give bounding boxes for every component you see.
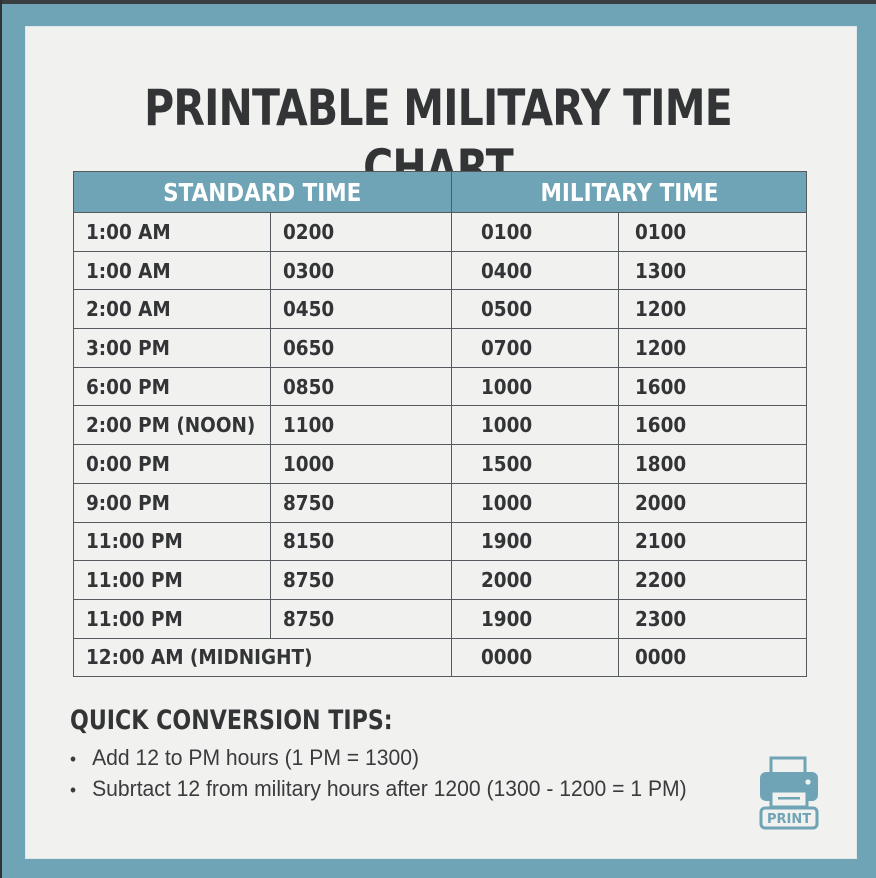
cell: 1300 xyxy=(618,250,807,291)
tips-heading: QUICK CONVERSION TIPS: xyxy=(70,705,393,736)
cell: 2000 xyxy=(618,482,807,523)
table-row: 2:00 PM (NOON) 1100 1000 1600 xyxy=(73,405,807,446)
cell: 9:00 PM xyxy=(73,482,271,523)
cell: 0850 xyxy=(269,366,453,407)
tip-item: • Subrtact 12 from military hours after 1… xyxy=(70,773,687,804)
bullet-icon: • xyxy=(70,749,77,769)
table-row: 1:00 AM 0200 0100 0100 xyxy=(73,212,807,252)
cell: 0450 xyxy=(269,289,453,330)
cell: 8150 xyxy=(269,521,453,562)
tips-list: • Add 12 to PM hours (1 PM = 1300) • Subrt… xyxy=(70,742,712,804)
table-row: 2:00 AM 0450 0500 1200 xyxy=(73,289,807,330)
cell: 1500 xyxy=(451,444,620,484)
cell: 1000 xyxy=(451,482,620,523)
cell: 0:00 PM xyxy=(73,444,271,484)
table-row: 9:00 PM 8750 1000 2000 xyxy=(73,482,807,523)
cell: 1000 xyxy=(451,366,620,407)
table-row-midnight: 12:00 AM (MIDNIGHT) 0000 0000 xyxy=(72,637,807,678)
table-row: 11:00 PM 8750 1900 2300 xyxy=(73,598,807,639)
cell: 1800 xyxy=(618,444,807,484)
table-row: 1:00 AM 0300 0400 1300 xyxy=(73,250,807,291)
table-row: 3:00 PM 0650 0700 1200 xyxy=(73,328,807,368)
table-row: 11:00 PM 8150 1900 2100 xyxy=(73,521,807,562)
cell: 1:00 AM xyxy=(73,250,271,291)
cell: 0000 xyxy=(618,637,807,678)
printer-icon: PRINT xyxy=(759,756,819,830)
cell: 6:00 PM xyxy=(73,366,271,407)
cell: 0300 xyxy=(269,250,453,291)
cell: 11:00 PM xyxy=(73,560,271,600)
cell: 2:00 AM xyxy=(73,289,271,330)
cell: 2100 xyxy=(618,521,807,562)
window-top-edge xyxy=(0,0,876,4)
cell: 2300 xyxy=(618,598,807,639)
bullet-icon: • xyxy=(70,780,77,800)
print-button[interactable]: PRINT xyxy=(757,756,821,830)
cell: 1000 xyxy=(269,444,453,484)
cell: 8750 xyxy=(269,560,453,600)
cell: 1200 xyxy=(618,289,807,330)
cell: 1:00 AM xyxy=(73,212,271,252)
cell: 0650 xyxy=(269,328,453,368)
cell: 1900 xyxy=(451,598,620,639)
print-label: PRINT xyxy=(767,812,811,827)
cell: 11:00 PM xyxy=(73,521,271,562)
cell: 1200 xyxy=(618,328,807,368)
cell: 12:00 AM (MIDNIGHT) xyxy=(72,637,453,678)
cell: 8750 xyxy=(269,598,453,639)
cell: 0100 xyxy=(618,212,807,252)
cell: 1000 xyxy=(451,405,620,446)
cell: 1600 xyxy=(618,405,807,446)
table-row: 0:00 PM 1000 1500 1800 xyxy=(73,444,807,484)
table-row: 6:00 PM 0850 1000 1600 xyxy=(73,366,807,407)
cell: 1100 xyxy=(269,405,453,446)
cell: 0100 xyxy=(451,212,620,252)
table-header-row: STANDARD TIME MILITARY TIME xyxy=(72,171,807,213)
cell: 0700 xyxy=(451,328,620,368)
cell: 3:00 PM xyxy=(73,328,271,368)
cell: 0000 xyxy=(451,637,620,678)
header-standard-time: STANDARD TIME xyxy=(72,171,453,213)
cell: 1600 xyxy=(618,366,807,407)
page-title: PRINTABLE MILITARY TIME CHART xyxy=(144,79,733,197)
table-row: 11:00 PM 8750 2000 2200 xyxy=(73,560,807,600)
cell: 0200 xyxy=(269,212,453,252)
cell: 2200 xyxy=(618,560,807,600)
cell: 2:00 PM (NOON) xyxy=(73,405,271,446)
cell: 2000 xyxy=(451,560,620,600)
cell: 11:00 PM xyxy=(73,598,271,639)
cell: 0400 xyxy=(451,250,620,291)
header-military-time: MILITARY TIME xyxy=(451,171,807,213)
cell: 1900 xyxy=(451,521,620,562)
cell: 8750 xyxy=(269,482,453,523)
window-left-edge xyxy=(0,0,2,878)
tip-item: • Add 12 to PM hours (1 PM = 1300) xyxy=(70,742,687,773)
military-time-table: STANDARD TIME MILITARY TIME 1:00 AM 0200… xyxy=(72,171,807,678)
cell: 0500 xyxy=(451,289,620,330)
